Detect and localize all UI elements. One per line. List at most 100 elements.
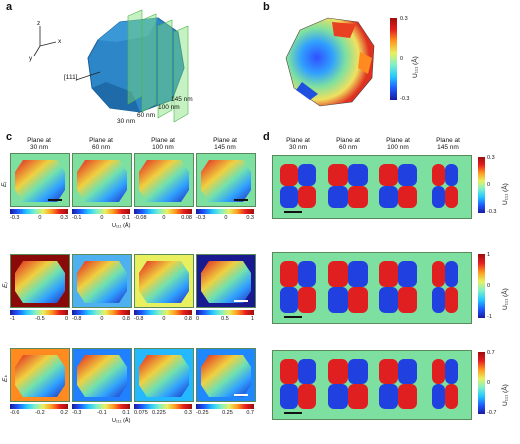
plane-label-60: 60 nm — [137, 112, 156, 119]
tick-label: 0.25 — [222, 410, 233, 416]
tick-label: 0.3 — [184, 410, 192, 416]
axis-x-label: x — [58, 38, 62, 45]
d-colorbar — [478, 352, 485, 414]
tick-label: 0 — [224, 215, 228, 221]
c-colorbar-ticks: -0.6 -0.2 0.2 — [10, 410, 68, 416]
tick-label: 0 — [162, 215, 166, 221]
c-slice-map — [10, 254, 70, 308]
c-colorbar — [10, 310, 68, 315]
scale-bar — [234, 300, 248, 302]
colorbar-b — [390, 18, 397, 100]
tick-label: 0 — [196, 316, 200, 322]
tick-label: -0.3 — [196, 215, 206, 221]
c-colorbar-ticks: 0 0.5 1 — [196, 316, 254, 322]
panel-label-c: c — [6, 131, 13, 143]
colorbar-b-title: U₁₁₁ (Å) — [412, 56, 419, 78]
tick-label: -0.8 — [134, 316, 144, 322]
colorbar-b-mid: 0 — [400, 56, 404, 62]
tick-label: 0 — [64, 316, 68, 322]
d-slice-row — [272, 252, 472, 324]
c-colorbar — [196, 404, 254, 409]
tick-label: 0.3 — [246, 215, 254, 221]
c-colorbar — [72, 310, 130, 315]
c-colorbar-ticks: -0.8 0 0.8 — [72, 316, 130, 322]
c-slice-map — [10, 348, 70, 402]
c-colorbar — [196, 310, 254, 315]
tick-label: -0.25 — [196, 410, 209, 416]
c-colorbar — [72, 209, 130, 214]
tick-label: 0 — [162, 316, 166, 322]
tick-label: 0 — [100, 316, 104, 322]
c-slice-map — [72, 348, 132, 402]
scale-bar — [284, 412, 302, 414]
direction-arrow — [75, 71, 101, 81]
tick-label: -0.08 — [134, 215, 147, 221]
tick-label: 1 — [250, 316, 254, 322]
scale-bar — [284, 316, 302, 318]
c-colorbar — [134, 209, 192, 214]
d-colorbar-mid: 0 — [487, 283, 491, 289]
tick-label: -0.2 — [35, 410, 45, 416]
c-colorbar — [10, 209, 68, 214]
d-colorbar-min: -1 — [487, 314, 492, 320]
tick-label: 0.2 — [60, 410, 68, 416]
tick-label: -0.1 — [97, 410, 107, 416]
c-colorbar-ticks: -0.3 0 0.3 — [196, 215, 254, 221]
c-colorbar-ticks: -0.3 -0.1 0.1 — [72, 410, 130, 416]
tick-label: -0.1 — [72, 215, 82, 221]
d-colorbar — [478, 157, 485, 213]
tick-label: 0.5 — [221, 316, 229, 322]
tick-label: -0.3 — [10, 215, 20, 221]
c-slice-map — [134, 153, 194, 207]
plane-label-100: 100 nm — [158, 104, 180, 111]
colorbar-b-min: -0.3 — [400, 96, 410, 102]
c-column-header: Plane at 30 nm — [27, 137, 51, 151]
panel-label-b: b — [263, 1, 270, 13]
tick-label: -0.3 — [72, 410, 82, 416]
d-column-header: Plane at 145 nm — [436, 137, 460, 151]
c-slice-map — [10, 153, 70, 207]
scale-bar — [234, 199, 248, 201]
tick-label: -0.5 — [35, 316, 45, 322]
d-colorbar-title: U₁₁₁ (Å) — [502, 384, 509, 406]
c-slice-map — [196, 153, 256, 207]
c-colorbar — [10, 404, 68, 409]
c-slice-map — [72, 153, 132, 207]
c-colorbar — [72, 404, 130, 409]
c-axis-label: U₁₁₁ (Å) — [112, 418, 131, 424]
d-colorbar-max: 1 — [487, 252, 491, 258]
d-colorbar-mid: 0 — [487, 182, 491, 188]
d-column-header: Plane at 60 nm — [336, 137, 360, 151]
d-colorbar — [478, 254, 485, 318]
d-colorbar-title: U₁₁₁ (Å) — [502, 288, 509, 310]
tick-label: 0.8 — [122, 316, 130, 322]
tick-label: -0.6 — [10, 410, 20, 416]
c-colorbar-ticks: -0.8 0 0.8 — [134, 316, 192, 322]
panel-label-d: d — [263, 131, 270, 143]
d-colorbar-title: U₁₁₁ (Å) — [502, 183, 509, 205]
c-colorbar-ticks: 0.075 0.3 — [134, 410, 192, 416]
c-colorbar — [196, 209, 254, 214]
tick-label: 0.08 — [181, 215, 192, 221]
c-colorbar-ticks: -0.1 0 0.1 — [72, 215, 130, 221]
c-slice-map — [134, 348, 194, 402]
d-column-header: Plane at 30 nm — [286, 137, 310, 151]
tick-label: 0.1 — [122, 410, 130, 416]
scale-bar — [48, 199, 62, 201]
tick-label: 0.7 — [246, 410, 254, 416]
d-colorbar-min: -0.7 — [487, 410, 497, 416]
crystal-diagram — [33, 9, 189, 123]
plane-label-30: 30 nm — [117, 118, 136, 125]
tick-label-extra: 0.225 — [152, 410, 166, 416]
axis-z-label: z — [37, 20, 41, 27]
panel-label-a: a — [6, 1, 13, 13]
d-colorbar-max: 0.7 — [487, 350, 495, 356]
c-colorbar — [134, 404, 192, 409]
c-axis-label: U₁₁₁ (Å) — [112, 223, 131, 229]
c-slice-map — [196, 254, 256, 308]
c-colorbar-ticks: -1 -0.5 0 — [10, 316, 68, 322]
tick-label: 0.8 — [184, 316, 192, 322]
c-slice-map — [134, 254, 194, 308]
tick-label: 0.3 — [60, 215, 68, 221]
direction-label: [111] — [64, 74, 78, 81]
